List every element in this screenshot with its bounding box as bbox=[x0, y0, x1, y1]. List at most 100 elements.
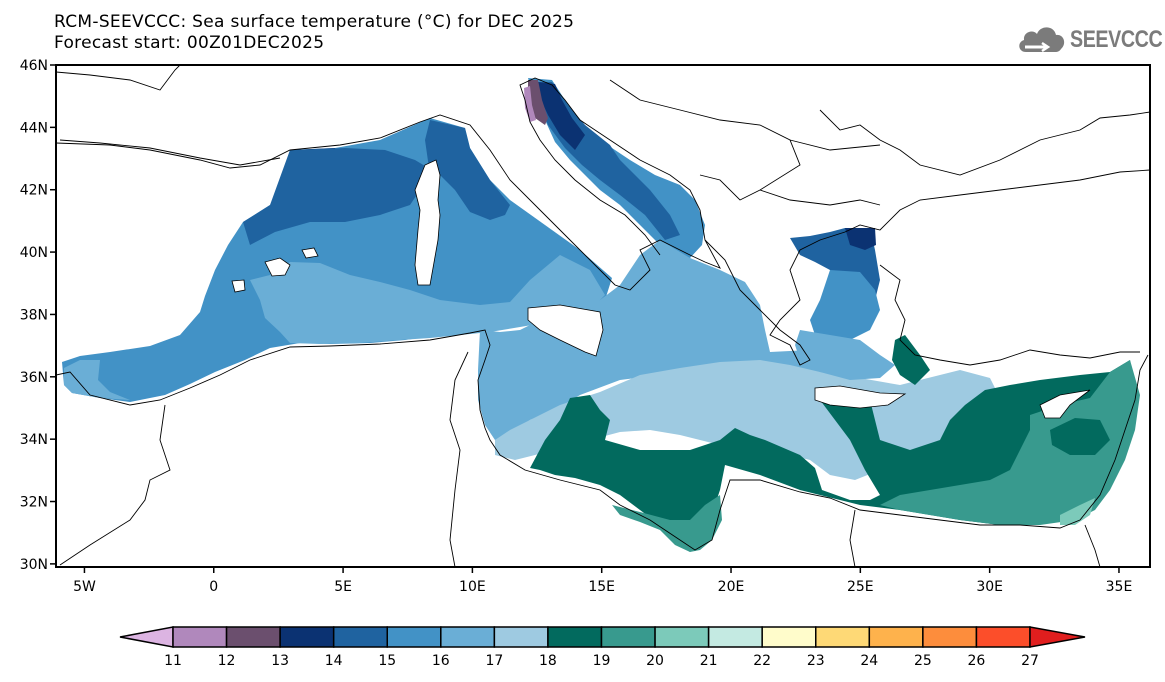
colorbar-bin bbox=[975, 626, 1031, 648]
colorbar-tick-label: 23 bbox=[807, 653, 825, 669]
colorbar-bin bbox=[600, 626, 656, 648]
latitude-axis: 46N 44N 42N 40N 38N 36N 34N 32N 30N bbox=[20, 58, 56, 573]
sst-region-southeast-levantine bbox=[880, 360, 1140, 525]
lon-tick-label: 5E bbox=[334, 579, 352, 595]
island-corsica-sardinia bbox=[414, 159, 441, 286]
colorbar-bin bbox=[922, 626, 978, 648]
colorbar-bin bbox=[172, 626, 228, 648]
sst-region-gulf-of-sirte-coast bbox=[612, 495, 722, 552]
colorbar-tick-label: 16 bbox=[432, 653, 450, 669]
colorbar-tick-label: 27 bbox=[1021, 653, 1039, 669]
colorbar-tick-label: 17 bbox=[485, 653, 503, 669]
lon-tick-label: 30E bbox=[976, 579, 1003, 595]
lon-tick-label: 25E bbox=[847, 579, 874, 595]
colorbar-tick-label: 21 bbox=[700, 653, 718, 669]
island-cyprus bbox=[1039, 389, 1091, 419]
sst-region-ionian-sea bbox=[478, 240, 845, 440]
coastline-iberia bbox=[56, 65, 181, 91]
colorbar-under-triangle bbox=[119, 626, 174, 648]
lat-tick-label: 40N bbox=[20, 245, 48, 261]
colorbar-bin bbox=[815, 626, 871, 648]
sst-region-aegean-south bbox=[795, 330, 895, 380]
colorbar-bin bbox=[493, 626, 549, 648]
coastlines-and-borders bbox=[56, 65, 1150, 567]
lat-tick-label: 46N bbox=[20, 58, 48, 74]
lon-tick-label: 20E bbox=[718, 579, 745, 595]
colorbar-tick-label: 26 bbox=[968, 653, 986, 669]
sst-region-alboran-edge bbox=[64, 360, 130, 400]
lon-tick-label: 15E bbox=[588, 579, 615, 595]
island-crete bbox=[814, 385, 907, 409]
sst-region-north-adriatic bbox=[528, 80, 548, 125]
sst-region-north-aegean-cold bbox=[845, 228, 876, 250]
border-france-spain bbox=[59, 139, 281, 166]
sst-region-nile-delta-coast bbox=[1060, 498, 1095, 525]
colorbar-tick-label: 11 bbox=[164, 653, 182, 669]
lat-tick-label: 36N bbox=[20, 370, 48, 386]
lat-tick-label: 42N bbox=[20, 183, 48, 199]
sst-region-ligurian-provencal bbox=[243, 120, 510, 245]
coastline-balkans-greece bbox=[704, 169, 1150, 366]
lon-tick-label: 0 bbox=[209, 579, 218, 595]
colorbar-tick-label: 12 bbox=[218, 653, 236, 669]
colorbar-bin bbox=[654, 626, 710, 648]
colorbar-bin bbox=[547, 626, 603, 648]
colorbar-tick-label: 20 bbox=[646, 653, 664, 669]
colorbar-tick-label: 19 bbox=[593, 653, 611, 669]
colorbar-tick-label: 18 bbox=[539, 653, 557, 669]
colorbar-bin bbox=[332, 626, 388, 648]
map-frame bbox=[55, 64, 1151, 568]
colorbar-tick-label: 13 bbox=[271, 653, 289, 669]
colorbar-bin bbox=[761, 626, 817, 648]
border-algeria-tunisia-libya bbox=[449, 351, 469, 567]
sst-region-tyrrhenian-south bbox=[250, 255, 605, 344]
coastline-north-med bbox=[56, 77, 721, 291]
colorbar-bin bbox=[707, 626, 763, 648]
forecast-start-subtitle: Forecast start: 00Z01DEC2025 bbox=[54, 33, 325, 53]
coastline-anatolia bbox=[879, 264, 1140, 366]
colorbar-tick-label: 14 bbox=[325, 653, 343, 669]
longitude-axis: 5W 0 5E 10E 15E 20E 25E 30E 35E bbox=[73, 567, 1132, 595]
border-algeria-morocco bbox=[59, 404, 171, 566]
border-balkans bbox=[609, 79, 881, 206]
seevccc-logo: SEEVCCC bbox=[1016, 22, 1163, 58]
island-ibiza bbox=[231, 279, 246, 293]
cloud-arrow-icon bbox=[1019, 27, 1065, 53]
colorbar-tick-label: 25 bbox=[914, 653, 932, 669]
colorbar-bin bbox=[279, 626, 335, 648]
colorbar-tick-label: 22 bbox=[753, 653, 771, 669]
map-title: RCM-SEEVCCC: Sea surface temperature (°C… bbox=[54, 12, 575, 32]
island-minorca bbox=[301, 247, 319, 259]
lat-tick-label: 30N bbox=[20, 557, 48, 573]
island-sicily bbox=[527, 304, 604, 357]
coastline-north-africa bbox=[56, 329, 1149, 551]
logo-text: SEEVCCC bbox=[1070, 26, 1163, 53]
sst-field bbox=[62, 78, 1140, 552]
colorbar: 11 12 13 14 15 16 17 18 19 20 21 22 23 24 25 26 27 bbox=[119, 626, 1086, 669]
lon-tick-label: 10E bbox=[459, 579, 486, 595]
lat-tick-label: 32N bbox=[20, 495, 48, 511]
colorbar-bin bbox=[868, 626, 924, 648]
sst-region-north-adriatic-edge bbox=[524, 86, 536, 122]
colorbar-bin bbox=[225, 626, 281, 648]
colorbar-tick-label: 15 bbox=[378, 653, 396, 669]
lon-tick-label: 5W bbox=[73, 579, 96, 595]
sst-region-dodecanese bbox=[892, 335, 930, 385]
lat-tick-label: 38N bbox=[20, 307, 48, 323]
border-libya-egypt bbox=[849, 509, 856, 567]
colorbar-over-triangle bbox=[1029, 626, 1086, 648]
lat-tick-label: 34N bbox=[20, 432, 48, 448]
sst-region-aegean-mid bbox=[810, 270, 880, 345]
sst-region-levantine-light bbox=[880, 370, 1000, 470]
lon-tick-label: 35E bbox=[1106, 579, 1133, 595]
island-mallorca bbox=[264, 257, 291, 277]
colorbar-tick-label: 24 bbox=[860, 653, 878, 669]
sst-region-north-adriatic-cold bbox=[538, 82, 585, 150]
sst-region-eastern-cyprus-eddy bbox=[1050, 418, 1110, 455]
lat-tick-label: 44N bbox=[20, 120, 48, 136]
coastline-black-sea bbox=[819, 109, 1150, 176]
colorbar-bin bbox=[440, 626, 496, 648]
border-egypt-israel bbox=[1084, 524, 1101, 567]
colorbar-bin bbox=[386, 626, 442, 648]
